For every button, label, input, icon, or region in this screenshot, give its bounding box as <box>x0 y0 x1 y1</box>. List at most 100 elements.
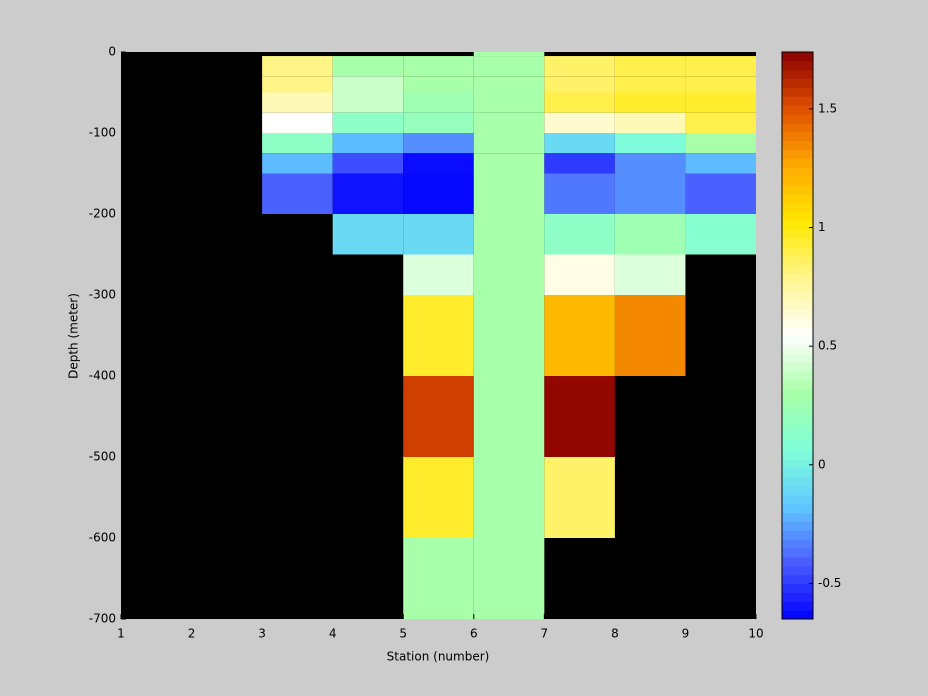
heat-cell <box>614 92 686 113</box>
colorbar-segment <box>782 424 813 434</box>
colorbar-segment <box>782 60 813 71</box>
colorbar-segment <box>782 583 813 593</box>
colorbar-segment <box>782 450 813 461</box>
heat-cell <box>403 76 474 93</box>
colorbar-segment <box>782 335 813 345</box>
colorbar-segment <box>782 441 813 452</box>
colorbar-segment <box>782 592 813 602</box>
heat-cell <box>262 173 333 214</box>
colorbar-segment <box>782 78 813 88</box>
heat-cell <box>685 92 756 113</box>
heat-cell <box>332 153 404 174</box>
colorbar-segment <box>782 326 813 336</box>
colorbar-segment <box>782 486 813 496</box>
x-tick-label: 1 <box>117 627 125 641</box>
heat-cell <box>332 112 404 133</box>
heat-cell <box>685 133 756 154</box>
heat-cell <box>403 254 474 295</box>
heat-cell <box>544 295 615 376</box>
heat-cell <box>614 295 686 376</box>
x-tick-label: 8 <box>611 627 619 641</box>
colorbar-segment <box>782 184 813 195</box>
x-tick-label: 5 <box>399 627 407 641</box>
colorbar-segment <box>782 291 813 301</box>
colorbar-segment <box>782 211 813 221</box>
colorbar-segment <box>782 530 813 540</box>
heat-cell <box>544 92 615 113</box>
heat-cell <box>473 92 545 113</box>
heat-cell <box>403 538 474 619</box>
heat-cell <box>614 133 686 154</box>
colorbar-tick-label: 0 <box>818 457 826 471</box>
heat-cell <box>332 214 404 255</box>
colorbar-segment <box>782 432 813 443</box>
colorbar-segment <box>782 114 813 124</box>
heat-cell <box>403 457 474 538</box>
x-tick-label: 10 <box>748 627 763 641</box>
colorbar-segment <box>782 415 813 425</box>
colorbar-segment <box>782 300 813 310</box>
x-tick-label: 3 <box>258 627 266 641</box>
heat-cell <box>473 457 545 538</box>
y-tick-label: -400 <box>89 369 116 383</box>
heat-cell <box>262 56 333 77</box>
heat-cell <box>473 538 545 619</box>
colorbar-segment <box>782 459 813 469</box>
heat-cell <box>262 153 333 174</box>
colorbar-segment <box>782 610 813 620</box>
heat-cell <box>544 56 615 77</box>
heat-cell <box>473 52 545 57</box>
colorbar-segment <box>782 512 813 523</box>
colorbar-segment <box>782 397 813 407</box>
colorbar-segment <box>782 548 813 558</box>
colorbar-segment <box>782 140 813 150</box>
colorbar-segment <box>782 246 813 257</box>
colorbar-segment <box>782 149 813 159</box>
y-tick-label: -600 <box>89 531 116 545</box>
heat-cell <box>262 92 333 113</box>
colorbar-segment <box>782 105 813 115</box>
heat-cell <box>614 76 686 93</box>
colorbar-segment <box>782 353 813 363</box>
colorbar-segment <box>782 167 813 177</box>
heat-cell <box>473 376 545 457</box>
heat-cell <box>403 295 474 376</box>
heat-cell <box>473 295 545 376</box>
x-tick-label: 4 <box>329 627 337 641</box>
heat-cell <box>685 112 756 133</box>
colorbar-segment <box>782 255 813 266</box>
heat-cell <box>544 173 615 214</box>
heat-cell <box>685 153 756 174</box>
y-tick-label: -100 <box>89 126 116 140</box>
colorbar-tick-label: 1.5 <box>818 101 837 115</box>
heat-cell <box>403 92 474 113</box>
colorbar-segment <box>782 87 813 97</box>
colorbar-tick-label: 1 <box>818 220 826 234</box>
heat-cell <box>473 173 545 214</box>
heat-cell <box>614 173 686 214</box>
colorbar-segment <box>782 122 813 133</box>
colorbar-segment <box>782 308 813 319</box>
colorbar-tick-label: 0.5 <box>818 339 837 353</box>
heat-cell <box>403 153 474 174</box>
colorbar-segment <box>782 406 813 416</box>
colorbar-segment <box>782 96 813 106</box>
colorbar-segment <box>782 131 813 142</box>
colorbar-segment <box>782 468 813 478</box>
heat-cell <box>614 153 686 174</box>
colorbar-segment <box>782 521 813 531</box>
heat-cell <box>544 457 615 538</box>
heat-cell <box>473 76 545 93</box>
heat-cell <box>685 76 756 93</box>
colorbar-segment <box>782 362 813 372</box>
x-tick-label: 7 <box>541 627 549 641</box>
heat-cell <box>614 254 686 295</box>
heat-cell <box>544 112 615 133</box>
colorbar-tick-label: -0.5 <box>818 576 841 590</box>
y-axis-label: Depth (meter) <box>67 293 81 379</box>
heat-cell <box>544 133 615 154</box>
heat-cell <box>403 112 474 133</box>
y-tick-label: -500 <box>89 450 116 464</box>
colorbar-segment <box>782 158 813 168</box>
